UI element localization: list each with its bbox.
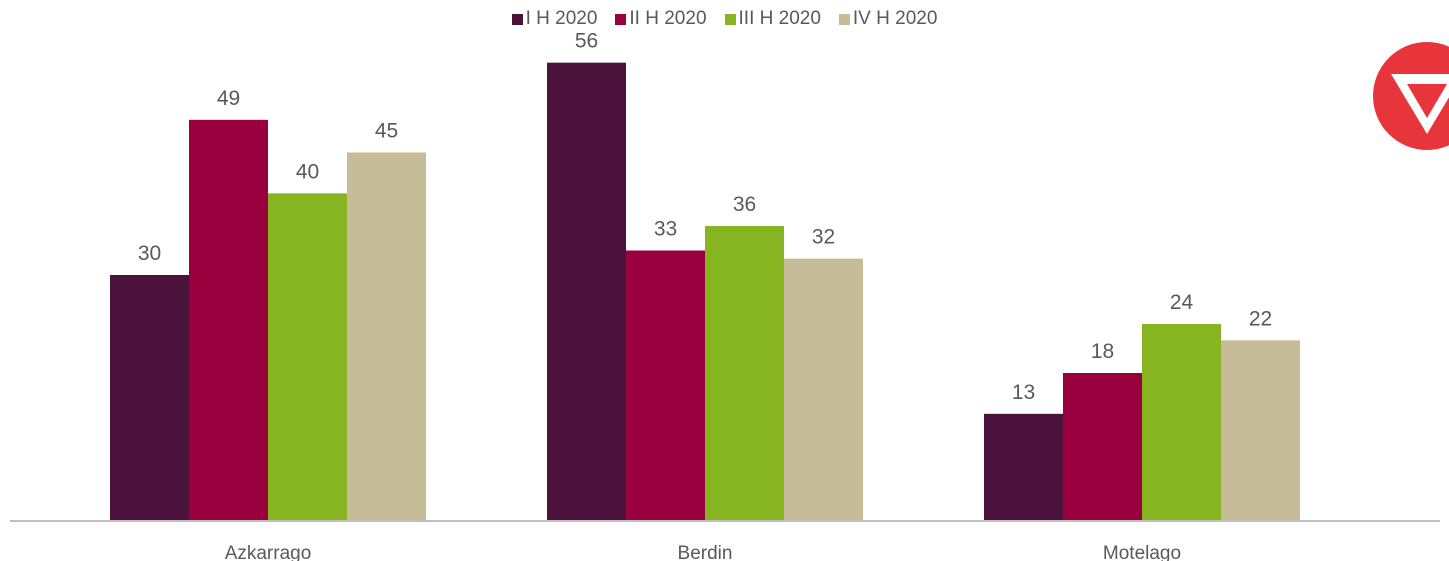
- bar: [705, 226, 784, 520]
- bar: [268, 193, 347, 521]
- data-label: 49: [217, 87, 240, 110]
- bar: [1221, 340, 1300, 520]
- bar: [784, 258, 863, 520]
- legend-item: IV H 2020: [838, 8, 938, 30]
- bar: [1063, 373, 1142, 520]
- bar: [547, 62, 626, 521]
- legend-swatch: [724, 13, 736, 25]
- legend-swatch: [838, 13, 850, 25]
- chart-legend: I H 2020 II H 2020 III H 2020 IV H 2020: [0, 8, 1449, 30]
- bar: [1142, 324, 1221, 520]
- legend-item: II H 2020: [615, 8, 707, 30]
- legend-label: III H 2020: [738, 8, 821, 29]
- data-label: 36: [733, 193, 756, 216]
- data-label: 40: [296, 160, 319, 183]
- data-label: 32: [812, 226, 835, 249]
- legend-label: II H 2020: [629, 8, 707, 29]
- category-label: Azkarrago: [225, 543, 312, 561]
- category-label: Berdin: [678, 543, 733, 561]
- legend-label: IV H 2020: [852, 8, 938, 29]
- legend-swatch: [615, 13, 627, 25]
- legend-item: I H 2020: [511, 8, 598, 30]
- data-label: 13: [1012, 381, 1035, 404]
- data-label: 24: [1170, 291, 1194, 314]
- legend-swatch: [511, 13, 523, 25]
- bar: [626, 250, 705, 520]
- bar: [984, 413, 1063, 520]
- data-label: 18: [1091, 340, 1114, 363]
- legend-label: I H 2020: [525, 8, 598, 29]
- category-label: Motelago: [1103, 543, 1181, 561]
- bar: [347, 152, 426, 520]
- data-label: 22: [1249, 307, 1272, 330]
- legend-item: III H 2020: [724, 8, 821, 30]
- bar: [110, 275, 189, 520]
- data-label: 45: [375, 120, 398, 143]
- bar: [189, 119, 268, 520]
- data-label: 30: [138, 242, 161, 265]
- data-label: 56: [575, 30, 598, 53]
- data-label: 33: [654, 218, 677, 241]
- brand-logo-icon: [1373, 42, 1449, 150]
